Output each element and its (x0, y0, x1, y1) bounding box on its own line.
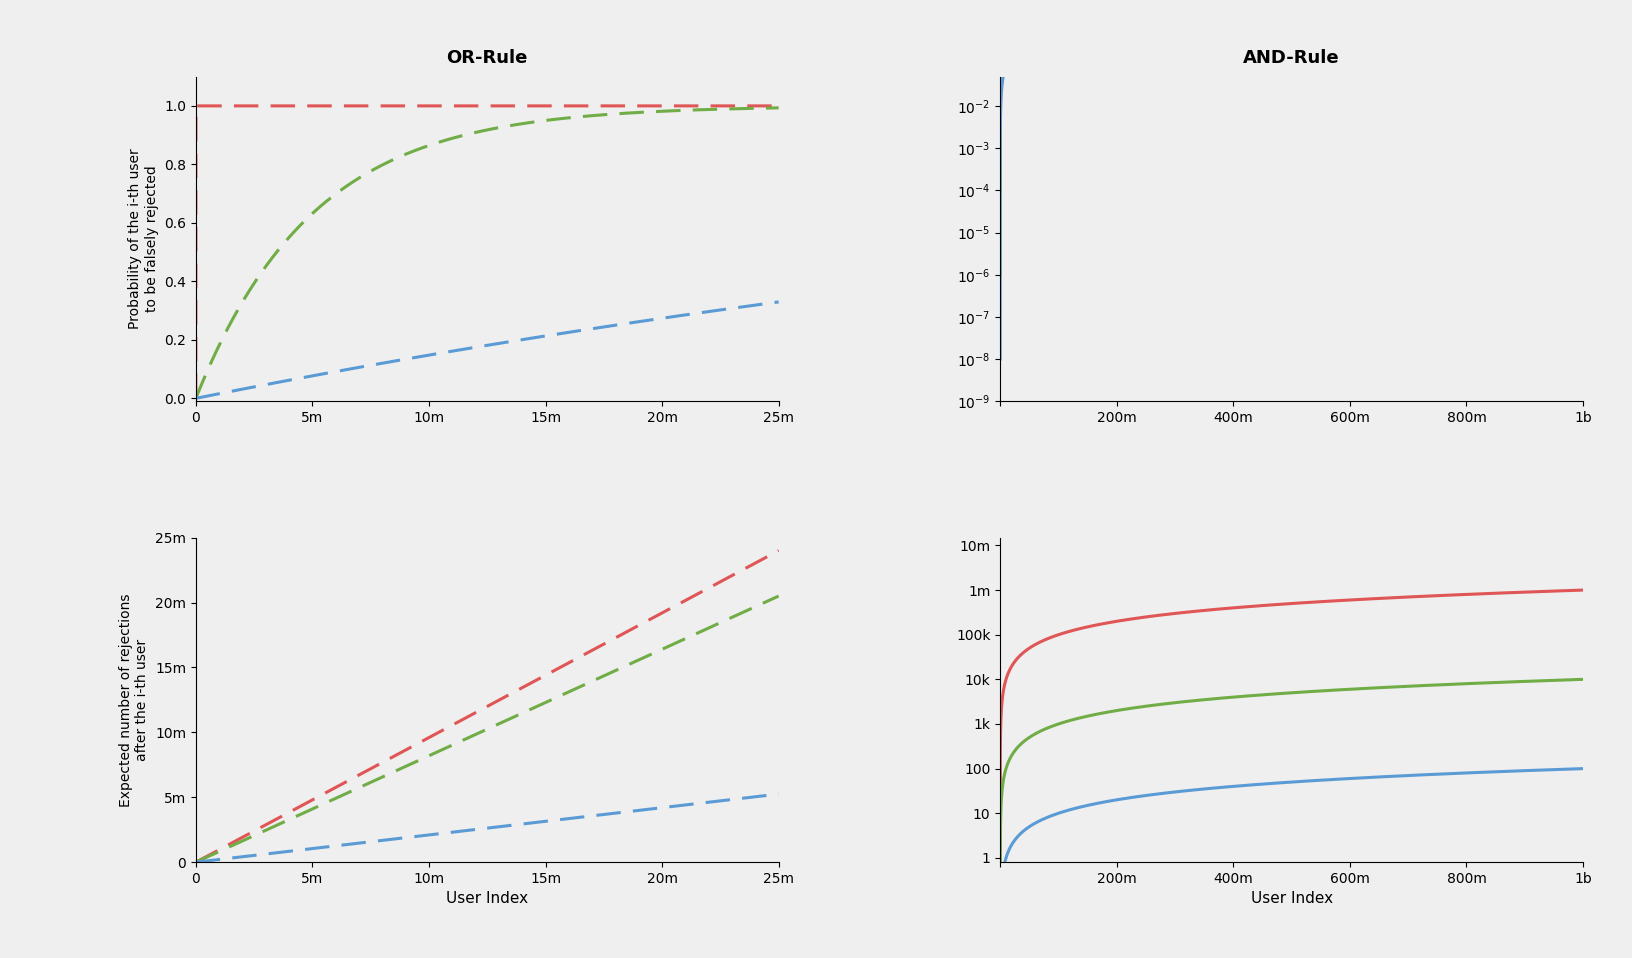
Title: AND-Rule: AND-Rule (1244, 49, 1340, 67)
Title: OR-Rule: OR-Rule (447, 49, 529, 67)
X-axis label: User Index: User Index (1250, 892, 1333, 906)
Y-axis label: Expected number of rejections
after the i-th user: Expected number of rejections after the … (119, 593, 150, 807)
Y-axis label: Probability of the i-th user
to be falsely rejected: Probability of the i-th user to be false… (129, 148, 158, 330)
X-axis label: User Index: User Index (446, 892, 529, 906)
